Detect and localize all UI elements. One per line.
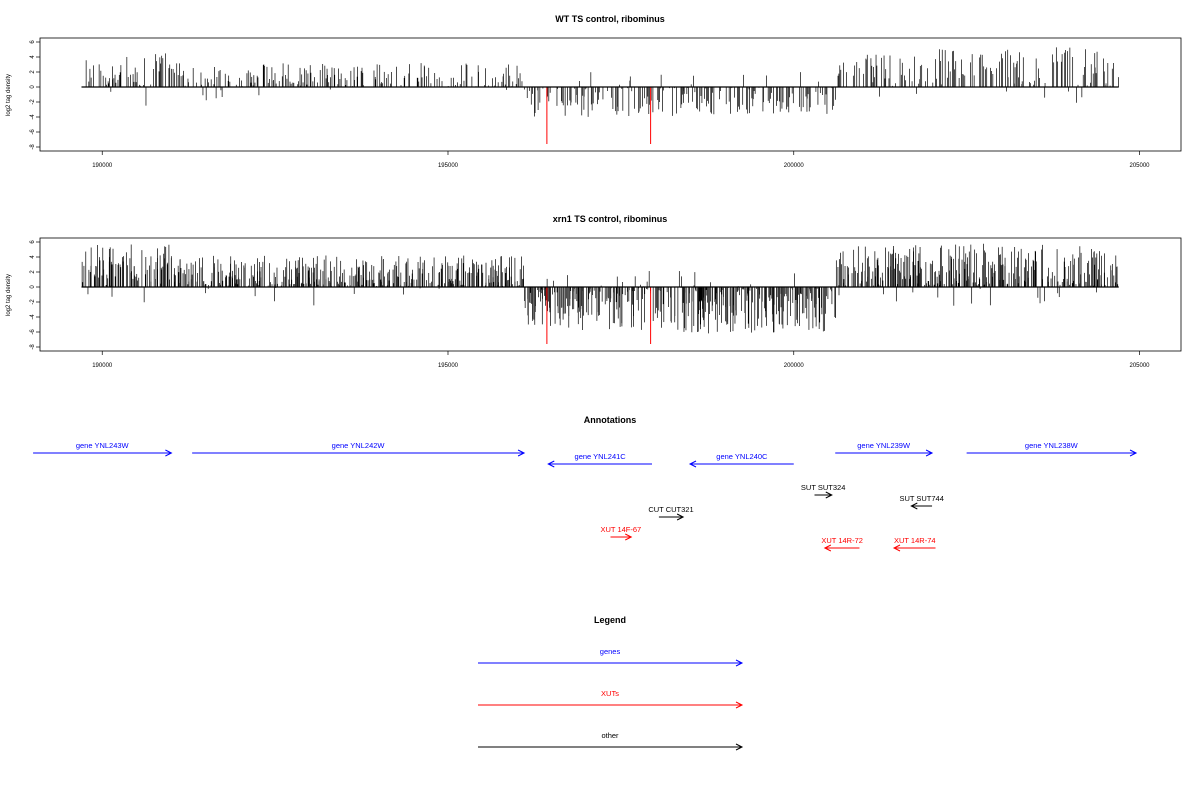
annotation-label: gene YNL240C [716,452,768,461]
xrn1-y-tick-label: 4 [30,255,36,259]
annotation-arrow [823,544,860,552]
legend-label-gene: genes [600,647,621,656]
wt-x-axis: 190000 195000 200000 205000 [92,151,1150,169]
annotation-label: XUT 14F-67 [601,525,642,534]
xrn1-y-tick-label: 0 [30,285,36,289]
legend-label-xut: XUTs [601,689,619,698]
annotation-arrow [547,460,652,468]
xrn1-y-tick-label: -2 [30,299,36,305]
wt-y-tick-label: -4 [30,114,36,120]
wt-x-tick-label: 190000 [92,163,113,169]
xrn1-peak-marks [546,287,652,344]
xrn1-y-axis-label: log2 tag density [6,274,12,316]
annotation-arrow [688,460,794,468]
legend-title: Legend [594,615,626,625]
annotation-label: SUT SUT324 [801,483,845,492]
annotation-arrow [835,449,934,457]
xrn1-x-tick-label: 205000 [1129,363,1150,369]
annotation-label: gene YNL241C [575,452,627,461]
xrn1-x-tick-label: 190000 [92,363,113,369]
wt-y-tick-label: 0 [30,85,36,89]
wt-x-tick-label: 195000 [438,163,459,169]
annotation-label: CUT CUT321 [648,505,693,514]
annotation-label: SUT SUT744 [899,494,943,503]
annotation-arrow [192,449,526,457]
xrn1-y-tick-label: 6 [30,240,36,244]
wt-density-panel: WT TS control, ribominus log2 tag densit… [6,14,1182,169]
wt-x-tick-label: 205000 [1129,163,1150,169]
wt-peak-marks [546,87,652,144]
annotation-label: XUT 14R-72 [821,536,863,545]
annotation-arrow [610,533,633,541]
xrn1-y-axis: 6 4 2 0 -2 -4 -6 -8 [30,240,40,350]
legend-arrow-xut [478,701,744,709]
annotation-label: gene YNL243W [76,441,130,450]
wt-y-axis-label: log2 tag density [6,74,12,116]
wt-y-tick-label: -6 [30,129,36,135]
xrn1-density-bars [81,243,1119,334]
wt-panel-title: WT TS control, ribominus [555,14,665,24]
wt-plot-frame [39,37,1182,152]
wt-density-bars [85,47,1119,117]
wt-y-tick-label: 4 [30,55,36,59]
annotation-arrow [910,502,933,510]
annotation-label: XUT 14R-74 [894,536,936,545]
legend-arrow-other [478,743,744,751]
annotation-label: gene YNL238W [1025,441,1079,450]
annotation-arrow [33,449,173,457]
annotation-features: gene YNL243W gene YNL242W gene YNL241C gene… [33,441,1138,552]
annotation-arrow [814,491,833,499]
xrn1-y-tick-label: -8 [30,344,36,350]
annotations-title: Annotations [584,415,637,425]
annotation-arrow [966,449,1138,457]
annotation-arrow [892,544,936,552]
wt-y-tick-label: -2 [30,99,36,105]
legend-label-other: other [601,731,619,740]
xrn1-density-panel: xrn1 TS control, ribominus log2 tag dens… [6,214,1182,369]
annotation-label: gene YNL242W [332,441,386,450]
xrn1-y-tick-label: -4 [30,314,36,320]
annotations-panel: Annotations gene YNL243W gene YNL242Wgene… [33,415,1138,552]
xrn1-x-tick-label: 200000 [784,363,805,369]
xrn1-panel-title: xrn1 TS control, ribominus [553,214,668,224]
legend-entries: genes XUTs other [478,647,744,751]
legend-arrow-gene [478,659,744,667]
annotation-arrow [658,513,685,521]
wt-x-tick-label: 200000 [784,163,805,169]
xrn1-plot-frame [39,237,1182,352]
xrn1-y-tick-label: 2 [30,270,36,274]
xrn1-x-tick-label: 195000 [438,363,459,369]
wt-y-axis: 6 4 2 0 -2 -4 -6 -8 [30,40,40,150]
xrn1-y-tick-label: -6 [30,329,36,335]
wt-y-tick-label: 2 [30,70,36,74]
xrn1-x-axis: 190000 195000 200000 205000 [92,351,1150,369]
wt-y-tick-label: 6 [30,40,36,44]
legend-panel: Legend genes XUTs other [478,615,744,751]
annotation-label: gene YNL239W [857,441,911,450]
wt-y-tick-label: -8 [30,144,36,150]
